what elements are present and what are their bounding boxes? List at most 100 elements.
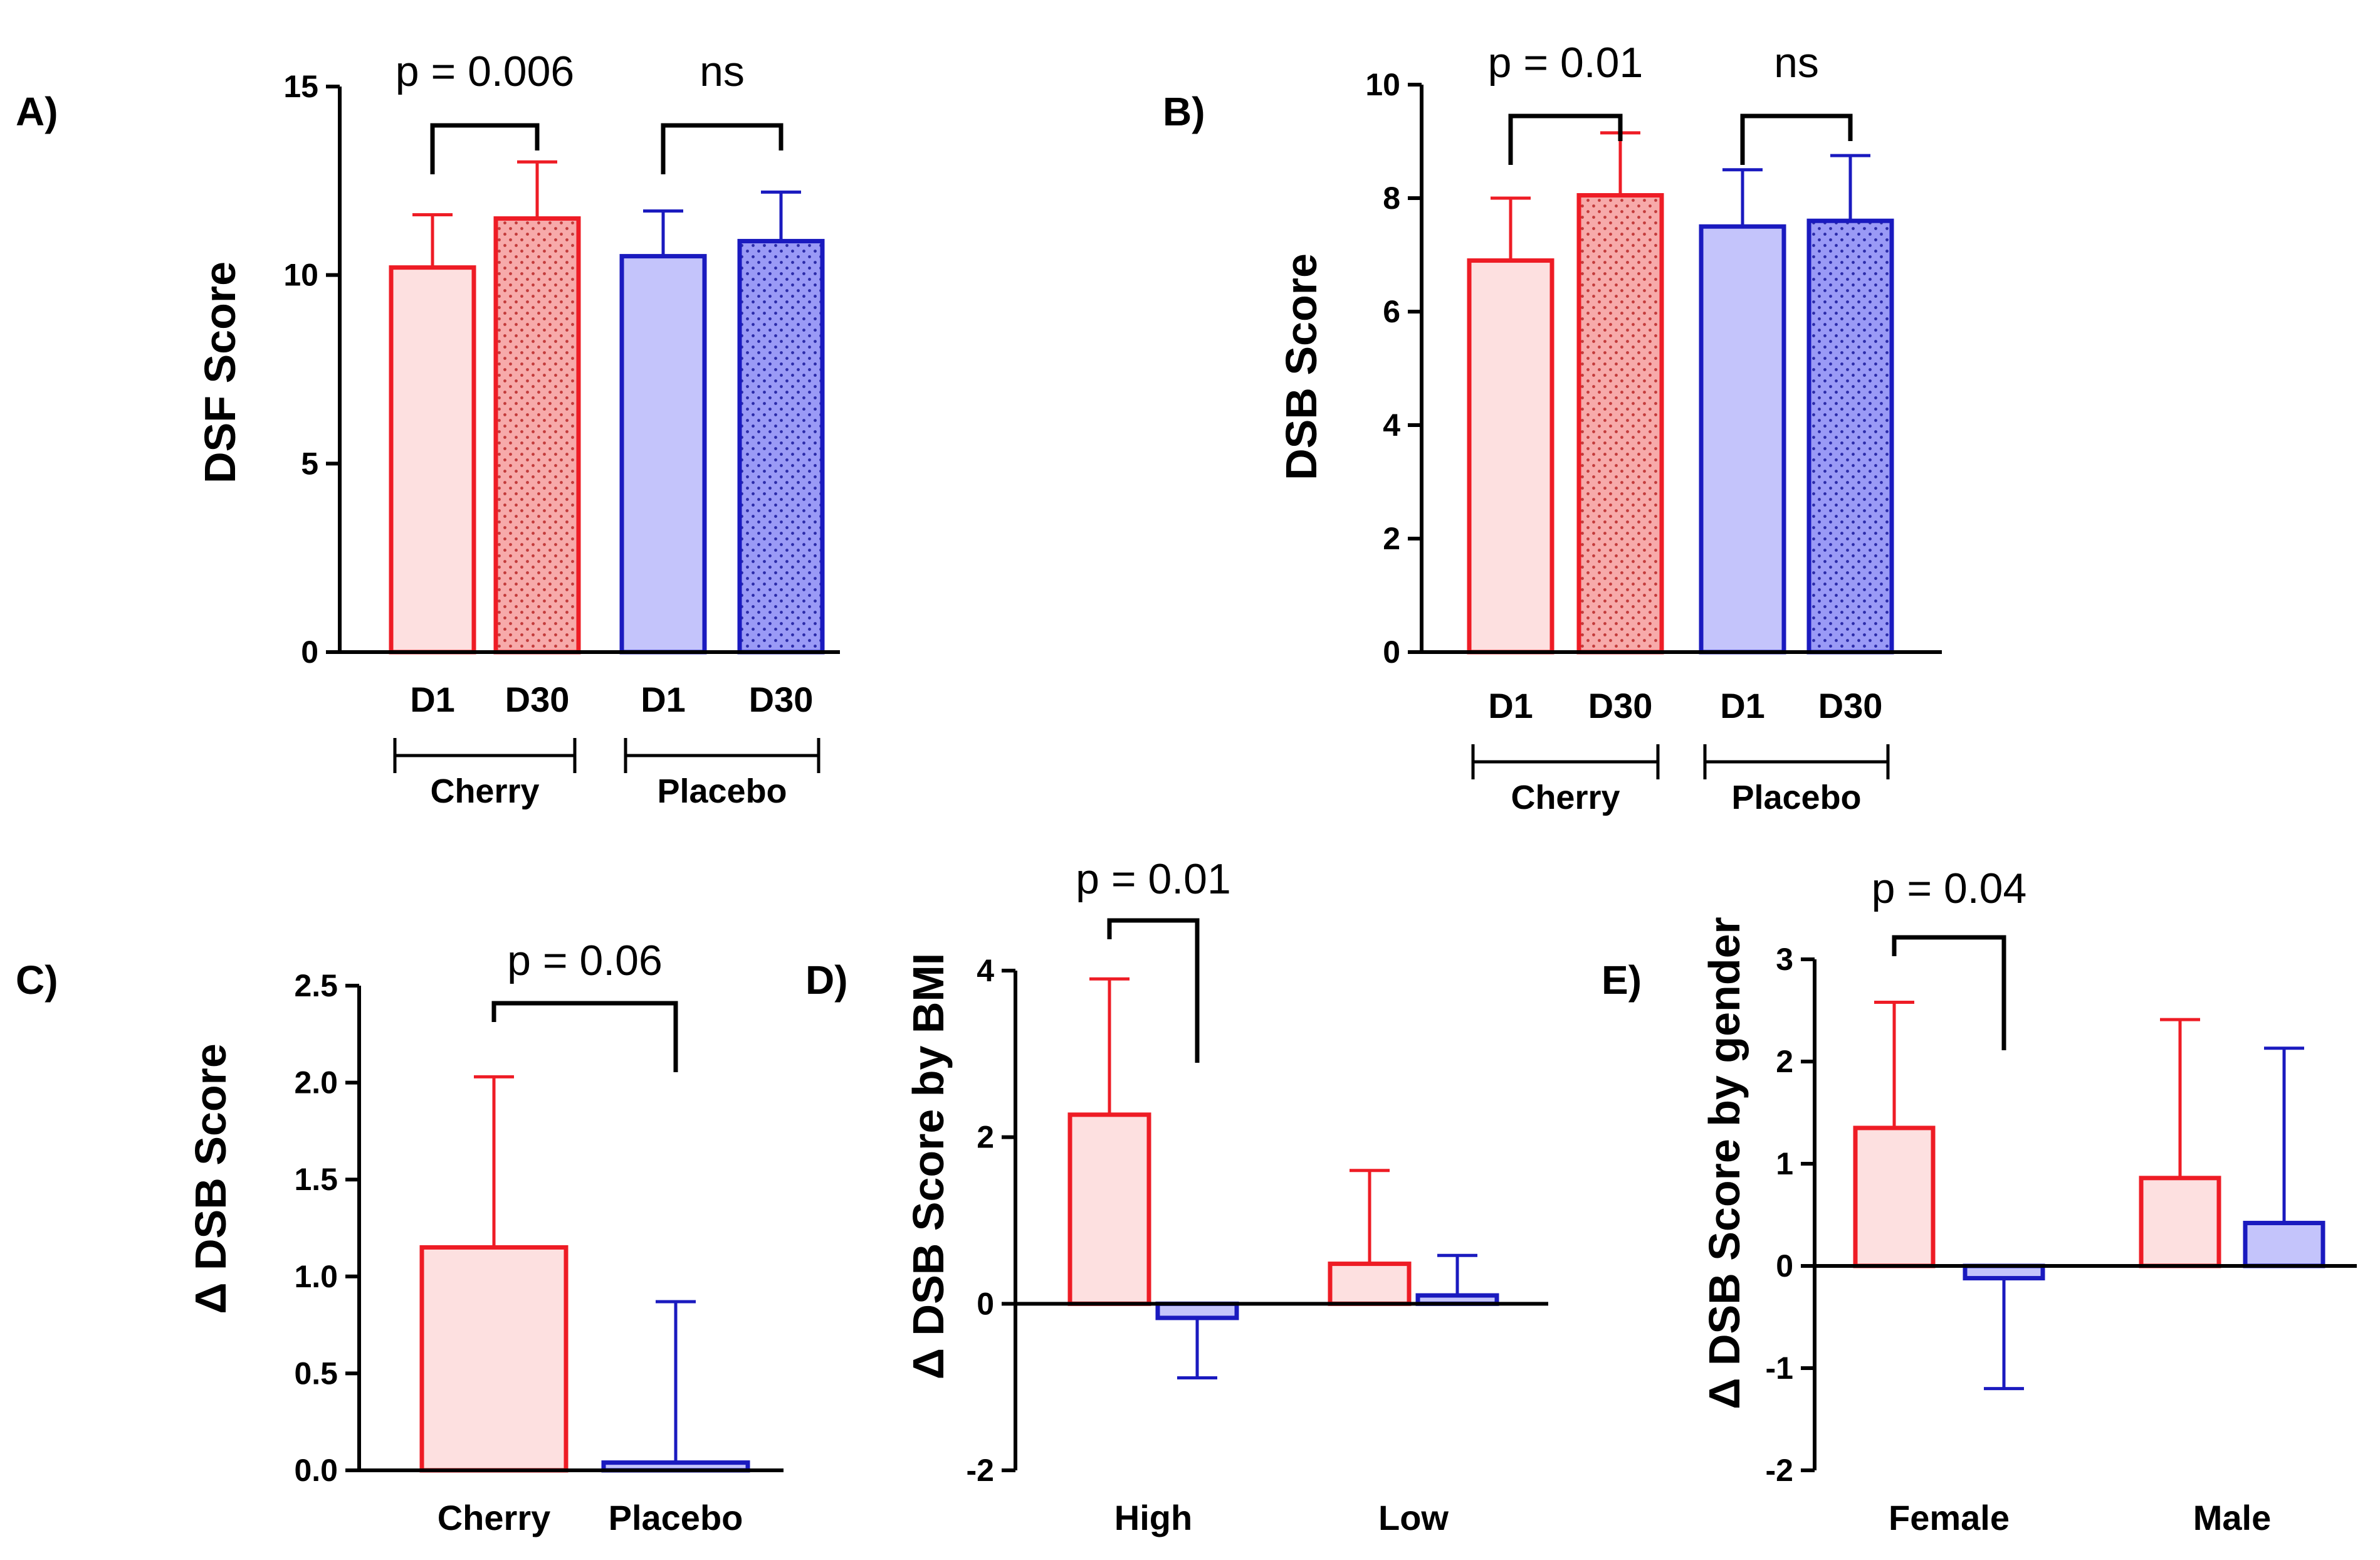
- y-tick-label: 1: [1776, 1146, 1793, 1181]
- bars: [1853, 1000, 2325, 1391]
- bar-cherry: [419, 1245, 569, 1473]
- panel-label-c: C): [16, 957, 58, 1003]
- significance-label: ns: [700, 48, 745, 95]
- group-label: Cherry: [1511, 779, 1620, 816]
- bar-placebo-high: [1155, 1301, 1239, 1320]
- bar-cherry-female: [1853, 1125, 1936, 1268]
- y-tick-label: 4: [1383, 408, 1400, 443]
- axes: [1014, 971, 1548, 1470]
- significance-label: p = 0.01: [1488, 39, 1643, 87]
- y-tick-label: 5: [301, 446, 318, 481]
- y-tick-label: 2: [1383, 521, 1400, 556]
- significance-bracket: [1892, 935, 2006, 1050]
- y-tick-label: 15: [283, 69, 318, 104]
- bars: [419, 1075, 750, 1473]
- y-ticks: -2 0 2 4: [967, 953, 1015, 1488]
- significance-bracket: [1740, 113, 1853, 165]
- y-tick-label: 0: [977, 1286, 994, 1321]
- x-tick-label: D30: [505, 680, 570, 719]
- significance: p = 0.04: [1872, 865, 2027, 1050]
- x-tick-label: Low: [1378, 1498, 1449, 1537]
- y-axis-label: DSB Score: [1277, 253, 1326, 480]
- x-tick-label: D30: [749, 680, 814, 719]
- x-tick-label: Female: [1889, 1498, 2010, 1537]
- y-ticks: 0.0 0.5 1.0 1.5 2.0 2.5: [294, 968, 359, 1488]
- significance-bracket: [661, 123, 784, 174]
- bars: [389, 160, 825, 655]
- panel-c-delta-dsb: C) Δ DSB Score 0.0 0.5 1.0 1.5 2.0 2.5 Cherry…: [16, 937, 784, 1537]
- panel-b-dsb: B) DSB Score 0 2 4 6 8 10 D1 D30 D1 D30 Cherry Pl…: [1163, 39, 1942, 816]
- y-axis-label: Δ DSB Score: [186, 1043, 235, 1314]
- panel-label-a: A): [16, 89, 58, 134]
- y-tick-label: -2: [967, 1453, 994, 1488]
- axes: [1813, 959, 2357, 1470]
- panel-label-d: D): [805, 957, 848, 1003]
- bar-cherry-d30: [493, 216, 581, 655]
- significance-label: ns: [1774, 39, 1819, 87]
- group-label: Cherry: [430, 772, 539, 810]
- significance-label: p = 0.006: [396, 48, 574, 95]
- x-tick-label: Cherry: [438, 1498, 551, 1537]
- y-tick-label: 0.0: [294, 1453, 338, 1488]
- significance: p = 0.01: [1076, 855, 1231, 1063]
- y-axis-label: Δ DSB Score by gender: [1700, 917, 1749, 1410]
- group-brackets: Cherry Placebo: [1471, 744, 1890, 816]
- category-labels: Female Male: [1889, 1498, 2271, 1537]
- y-tick-label: 10: [1365, 67, 1400, 102]
- panel-a-dsf: A) DSF Score 0 5 10 15 D1 D30 D1 D30 Cherry Pla…: [16, 48, 840, 810]
- x-tick-label: D1: [1488, 686, 1533, 725]
- significance: p = 0.06: [491, 937, 678, 1072]
- x-tick-label: D1: [410, 680, 455, 719]
- y-tick-label: -2: [1766, 1453, 1793, 1488]
- significance-bracket: [1107, 918, 1200, 1063]
- significance-bracket: [430, 123, 540, 174]
- bar-cherry-d30: [1576, 192, 1664, 655]
- y-tick-label: 0: [301, 635, 318, 670]
- x-tick-label: D1: [1720, 686, 1765, 725]
- x-tick-label: Male: [2193, 1498, 2272, 1537]
- bar-placebo-d30: [1806, 218, 1894, 655]
- y-tick-label: 2.5: [294, 968, 338, 1003]
- x-tick-label: High: [1114, 1498, 1192, 1537]
- significance-label: p = 0.01: [1076, 855, 1231, 903]
- category-labels: Cherry Placebo: [438, 1498, 743, 1537]
- y-tick-label: -1: [1766, 1351, 1793, 1386]
- significance-bracket: [491, 1001, 678, 1072]
- y-tick-label: 0.5: [294, 1356, 338, 1391]
- group-label: Placebo: [1731, 779, 1861, 816]
- y-tick-label: 8: [1383, 181, 1400, 216]
- significance: p = 0.01 ns: [1488, 39, 1853, 165]
- group-brackets: Cherry Placebo: [393, 738, 820, 810]
- significance-label: p = 0.06: [507, 937, 663, 984]
- panel-e-delta-dsb-gender: E) Δ DSB Score by gender -2 -1 0 1 2 3 Female…: [1602, 865, 2357, 1537]
- significance-label: p = 0.04: [1872, 865, 2027, 912]
- axes: [357, 986, 784, 1472]
- significance: p = 0.006 ns: [396, 48, 784, 174]
- y-ticks: 0 5 10 15: [283, 69, 340, 670]
- significance-bracket: [1508, 113, 1623, 165]
- bar-placebo-d1: [1699, 224, 1786, 655]
- panel-d-delta-dsb-bmi: D) Δ DSB Score by BMI -2 0 2 4 High Low p = …: [805, 855, 1548, 1537]
- y-tick-label: 1.5: [294, 1162, 338, 1197]
- bar-cherry-high: [1067, 1112, 1151, 1306]
- y-tick-label: 0: [1383, 635, 1400, 670]
- bar-cherry-d1: [389, 265, 476, 655]
- y-axis-label: DSF Score: [196, 261, 244, 483]
- y-tick-label: 2.0: [294, 1065, 338, 1100]
- bars: [1067, 977, 1499, 1380]
- x-tick-label: D30: [1588, 686, 1653, 725]
- y-ticks: 0 2 4 6 8 10: [1365, 67, 1422, 670]
- y-ticks: -2 -1 0 1 2 3: [1766, 942, 1815, 1488]
- group-label: Placebo: [657, 772, 787, 810]
- y-tick-label: 0: [1776, 1248, 1793, 1283]
- panel-label-e: E): [1602, 957, 1642, 1003]
- y-tick-label: 2: [977, 1120, 994, 1155]
- y-tick-label: 2: [1776, 1044, 1793, 1079]
- category-labels: D1 D30 D1 D30: [410, 680, 813, 719]
- category-labels: High Low: [1114, 1498, 1449, 1537]
- bars: [1467, 131, 1894, 655]
- bar-placebo-d1: [619, 254, 707, 655]
- x-tick-label: Placebo: [609, 1498, 743, 1537]
- y-tick-label: 1.0: [294, 1259, 338, 1294]
